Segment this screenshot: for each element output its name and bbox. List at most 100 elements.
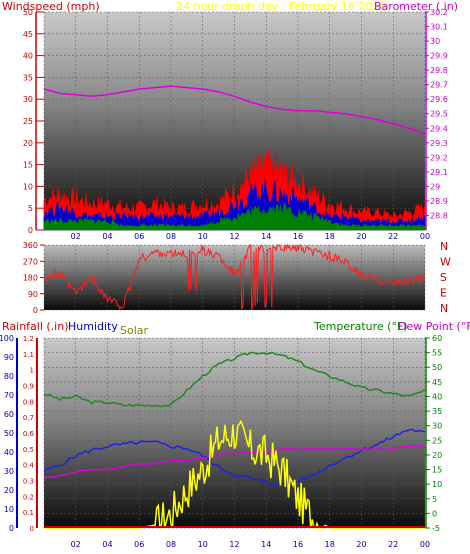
wind-x-tick-label: 20: [356, 232, 366, 241]
temperature-tick-label: 35: [432, 407, 442, 416]
rainfall-tick-label: 0.6: [23, 430, 35, 438]
rainfall-tick-label: 0.1: [23, 509, 34, 517]
weather-x-tick-label: 20: [356, 540, 366, 549]
barometer-tick-label: 28.8: [430, 211, 448, 220]
wind-x-tick-label: 02: [71, 232, 81, 241]
temperature-tick-label: 40: [432, 392, 442, 401]
dewpoint-line: [43, 444, 426, 479]
weather-x-tick-label: 12: [229, 540, 239, 549]
weather-x-tick-label: 04: [102, 540, 112, 549]
humidity-tick-label: 80: [4, 372, 14, 381]
rainfall-tick-label: 0.3: [23, 478, 34, 486]
windspeed-axis-label: Windspeed (mph): [2, 0, 100, 13]
weather-x-tick-label: 16: [293, 540, 303, 549]
rainfall-axis-bar: [36, 338, 38, 528]
temperature-tick-label: -5: [432, 524, 440, 533]
temperature-axis-label: Temperature (°F): [313, 320, 408, 333]
barometer-tick-label: 30: [430, 37, 440, 46]
wind-tick-label: 0: [28, 226, 33, 235]
direction-grid: [43, 244, 426, 311]
barometer-tick-label: 29.8: [430, 66, 448, 75]
rainfall-tick-label: 0: [30, 525, 34, 533]
humidity-tick-label: 50: [4, 429, 14, 438]
temperature-tick-label: 0: [432, 509, 437, 518]
temperature-tick-label: 25: [432, 436, 442, 445]
wind-x-tick-label: 00: [420, 232, 430, 241]
wind-tick-label: 15: [23, 161, 33, 170]
wind-gust-area: [43, 148, 426, 231]
wind-tick-label: 20: [23, 139, 33, 148]
humidity-tick-label: 40: [4, 448, 14, 457]
wind-low-area: [43, 202, 426, 231]
weather-x-tick-label: 02: [71, 540, 81, 549]
wind-x-axis: 02 04 06 08 10 12 14 16 18 20 22 00: [71, 232, 430, 241]
humidity-axis-bar: [16, 338, 18, 528]
wind-tick-label: 5: [28, 204, 33, 213]
wind-x-tick-label: 06: [134, 232, 144, 241]
rainfall-tick-label: 0.7: [23, 414, 34, 422]
direction-tick-label: 90: [28, 290, 38, 299]
rainfall-tick-label: 1: [30, 367, 34, 375]
barometer-tick-label: 29.3: [430, 139, 448, 148]
humidity-axis: 0 10 20 30 40 50 60 70 80 90 100: [0, 334, 14, 533]
wind-series: [43, 85, 426, 231]
direction-tick-label: 270: [23, 257, 38, 266]
humidity-tick-label: 70: [4, 391, 14, 400]
barometer-tick-label: 29.5: [430, 110, 448, 119]
barometer-tick-label: 29.9: [430, 52, 448, 61]
temperature-tick-label: 5: [432, 495, 437, 504]
temperature-tick-label: 10: [432, 480, 442, 489]
direction-line: [43, 243, 425, 311]
direction-letter-n: N: [440, 240, 448, 253]
humidity-axis-label: Humidity: [68, 320, 118, 333]
direction-letter-w: W: [440, 256, 451, 269]
direction-tick-label: 360: [23, 241, 38, 250]
wind-x-tick-label: 18: [325, 232, 335, 241]
temperature-tick-label: 50: [432, 363, 442, 372]
temperature-tick-label: 55: [432, 349, 442, 358]
wind-x-tick-label: 12: [229, 232, 239, 241]
temperature-tick-label: 20: [432, 451, 442, 460]
wind-grid: [43, 11, 426, 231]
humidity-tick-label: 60: [4, 410, 14, 419]
barometer-tick-label: 29.4: [430, 124, 448, 133]
wind-tick-label: 35: [23, 73, 33, 82]
wind-left-axis: 0 5 10 15 20 25 30 35 40 45 50: [23, 8, 44, 235]
wind-x-tick-label: 10: [198, 232, 208, 241]
weather-series: [43, 351, 426, 531]
rainfall-axis-label: Rainfall (.in): [2, 320, 69, 333]
barometer-tick-label: 30.1: [430, 23, 448, 32]
temperature-tick-label: 15: [432, 466, 442, 475]
rainfall-tick-label: 0.8: [23, 398, 34, 406]
weather-x-tick-label: 08: [166, 540, 176, 549]
rainfall-tick-label: 0.4: [23, 462, 35, 470]
direction-tick-label: 180: [23, 274, 38, 283]
temperature-axis: -5 0 5 10 15 20 25 30 35 40 45 50 55 60: [425, 334, 442, 533]
solar-axis-label: Solar: [120, 324, 149, 337]
weather-x-tick-label: 06: [134, 540, 144, 549]
barometer-tick-label: 29: [430, 182, 440, 191]
rainfall-tick-label: 1.2: [23, 335, 34, 343]
wind-x-tick-label: 16: [293, 232, 303, 241]
barometer-tick-label: 29.1: [430, 168, 448, 177]
barometer-axis-label: Barometer (.in): [374, 0, 458, 13]
rainfall-tick-label: 1.1: [23, 351, 34, 359]
direction-letter-s: S: [440, 271, 447, 284]
weather-x-tick-label: 18: [325, 540, 335, 549]
rainfall-tick-label: 0.2: [23, 493, 34, 501]
temperature-line: [43, 351, 426, 408]
direction-left-axis: 0 90 180 270 360: [23, 241, 44, 315]
weather-x-tick-label: 22: [388, 540, 398, 549]
humidity-tick-label: 100: [0, 334, 14, 343]
rainfall-tick-label: 0.9: [23, 383, 34, 391]
weather-x-tick-label: 10: [198, 540, 208, 549]
weather-x-tick-label: 00: [420, 540, 430, 549]
direction-series: [43, 243, 425, 311]
chart-title: 24 hour graph day : February 16 2026: [176, 0, 387, 13]
humidity-line: [43, 428, 426, 486]
barometer-tick-label: 28.9: [430, 197, 448, 206]
rainfall-axis: 0 0.1 0.2 0.3 0.4 0.5 0.6 0.7 0.8 0.9 1 1.1 1.2: [23, 335, 35, 533]
barometer-tick-label: 29.6: [430, 95, 448, 104]
direction-letter-n: N: [440, 302, 448, 315]
